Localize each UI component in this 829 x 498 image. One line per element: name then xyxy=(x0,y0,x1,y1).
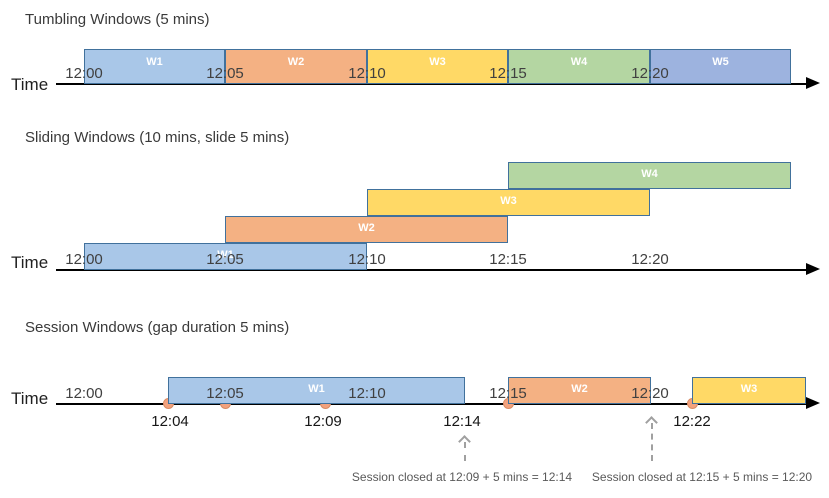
window-box-session-w3: W3 xyxy=(692,377,806,404)
timeline xyxy=(56,403,806,405)
timeline-arrow-icon xyxy=(806,397,820,409)
event-time-label: 12:22 xyxy=(673,413,711,430)
section-title-tumbling: Tumbling Windows (5 mins) xyxy=(25,11,210,28)
timeline xyxy=(56,269,806,271)
dashed-arrow-stem xyxy=(651,423,653,461)
window-box-sliding-w4: W4 xyxy=(508,162,791,189)
window-box-sliding-w3: W3 xyxy=(367,189,650,216)
window-label: W2 xyxy=(571,383,588,395)
window-label: W1 xyxy=(217,249,234,261)
event-time-label: 12:04 xyxy=(151,413,189,430)
window-box-tumbling-w5: W5 xyxy=(650,49,791,84)
tick-label: 12:15 xyxy=(489,65,527,82)
event-time-label: 12:09 xyxy=(304,413,342,430)
window-box-tumbling-w3: W3 xyxy=(367,49,508,84)
time-axis-label: Time xyxy=(11,389,49,408)
window-box-sliding-w1: W1 xyxy=(84,243,367,270)
dashed-arrow-stem xyxy=(464,442,466,461)
tick-label: 12:15 xyxy=(489,251,527,268)
window-label: W3 xyxy=(429,56,446,68)
window-box-sliding-w2: W2 xyxy=(225,216,508,243)
timeline-arrow-icon xyxy=(806,263,820,275)
tick-label: 12:15 xyxy=(489,385,527,402)
window-box-tumbling-w2: W2 xyxy=(225,49,367,84)
window-label: W1 xyxy=(146,56,163,68)
tick-label: 12:00 xyxy=(65,65,103,82)
timeline xyxy=(56,83,806,85)
window-label: W3 xyxy=(740,383,758,395)
tick-label: 12:20 xyxy=(631,65,669,82)
session-close-annotation: Session closed at 12:09 + 5 mins = 12:14 xyxy=(351,470,573,484)
window-label: W4 xyxy=(570,56,588,68)
time-axis-label: Time xyxy=(11,253,49,272)
window-label: W4 xyxy=(641,168,658,180)
window-box-tumbling-w4: W4 xyxy=(508,49,650,84)
tick-label: 12:00 xyxy=(65,385,103,402)
window-label: W2 xyxy=(287,56,305,68)
tick-label: 12:10 xyxy=(348,251,386,268)
window-label: W3 xyxy=(500,195,517,207)
window-box-tumbling-w1: W1 xyxy=(84,49,225,84)
tick-label: 12:10 xyxy=(348,385,386,402)
tick-label: 12:05 xyxy=(206,251,244,268)
tick-label: 12:20 xyxy=(631,251,669,268)
timeline-arrow-icon xyxy=(806,77,820,89)
tick-label: 12:20 xyxy=(631,385,669,402)
window-label: W5 xyxy=(712,56,729,68)
window-box-session-w1: W1 xyxy=(168,377,465,404)
event-time-label: 12:14 xyxy=(443,413,481,430)
tick-label: 12:05 xyxy=(206,385,244,402)
window-label: W1 xyxy=(308,383,325,395)
session-close-annotation: Session closed at 12:15 + 5 mins = 12:20 xyxy=(591,470,813,484)
time-axis-label: Time xyxy=(11,75,49,94)
tick-label: 12:05 xyxy=(206,65,244,82)
section-title-sliding: Sliding Windows (10 mins, slide 5 mins) xyxy=(25,129,290,146)
window-label: W2 xyxy=(358,222,375,234)
tick-label: 12:10 xyxy=(348,65,386,82)
tick-label: 12:00 xyxy=(65,251,103,268)
window-box-session-w2: W2 xyxy=(508,377,651,404)
section-title-session: Session Windows (gap duration 5 mins) xyxy=(25,319,290,336)
